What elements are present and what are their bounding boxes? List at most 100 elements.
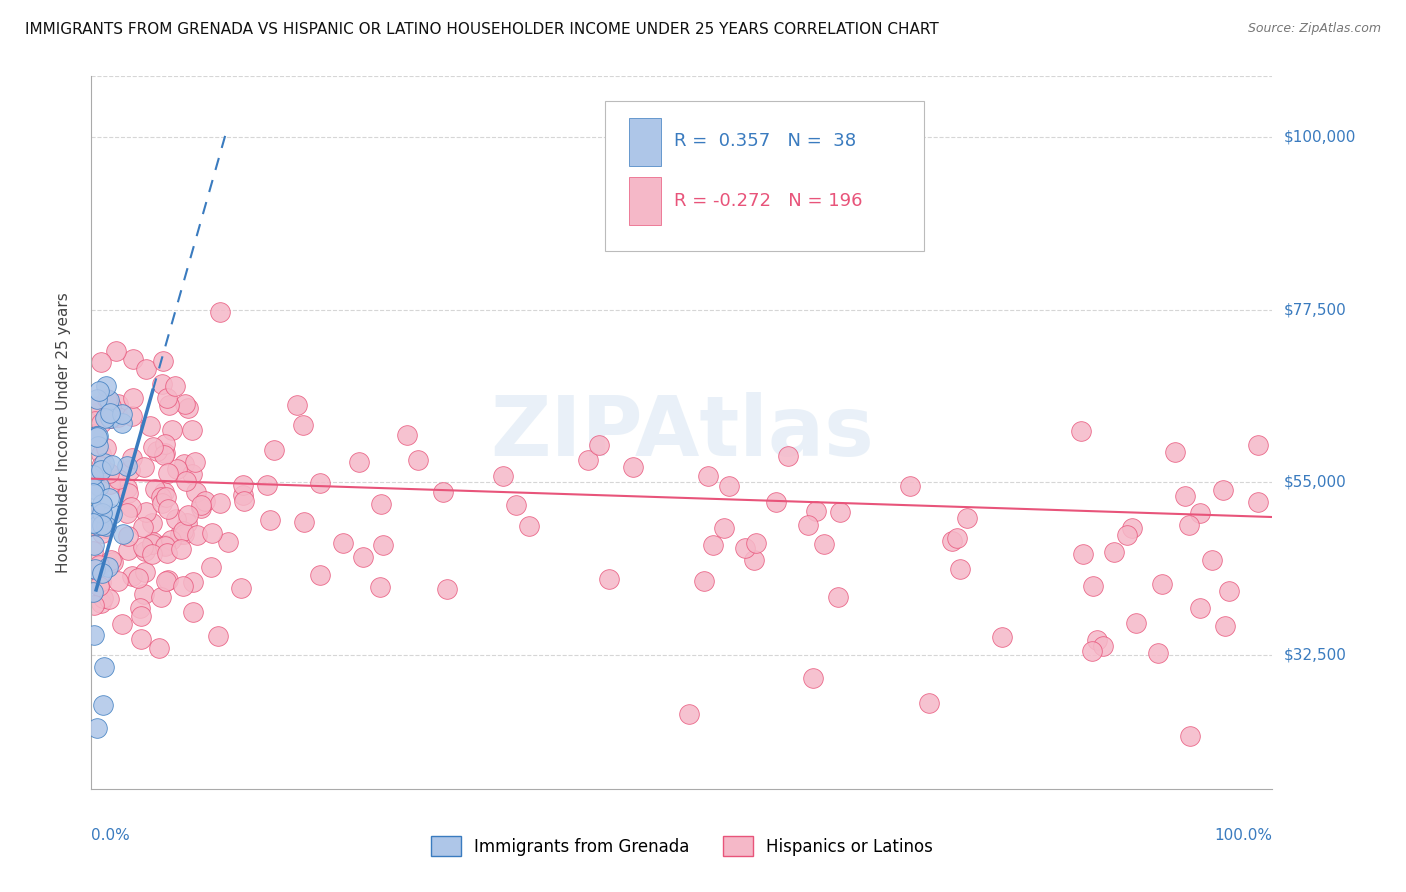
Text: 100.0%: 100.0% [1215,829,1272,843]
Point [152,353,174,368]
Point [949,562,972,576]
Point [160,533,183,547]
Point [745,536,768,550]
Point [120,500,142,514]
Point [395,428,418,442]
Point [112,527,135,541]
Point [1215,619,1237,633]
Point [1164,445,1187,459]
Point [292,516,315,530]
Point [89,399,111,413]
Point [941,534,963,549]
Point [100,399,122,413]
Point [87,558,110,572]
Point [155,490,177,504]
Point [309,568,332,582]
Point [371,538,394,552]
Point [93,456,115,470]
Point [169,527,191,541]
Point [89,558,111,573]
Text: R =  0.357   N =  38: R = 0.357 N = 38 [673,133,856,151]
Point [598,572,620,586]
Point [84,406,107,420]
Point [1092,639,1115,653]
Point [184,485,207,500]
Point [107,396,129,410]
Point [1070,425,1092,439]
Point [176,516,198,531]
Point [232,478,254,492]
Point [91,698,114,712]
Point [98,591,121,606]
Point [173,527,195,541]
Point [172,579,194,593]
Point [121,569,143,583]
Point [87,479,110,493]
Point [170,542,193,557]
Point [127,571,149,585]
Point [143,482,166,496]
Point [148,641,170,656]
Point [742,552,765,566]
Point [208,496,231,510]
Point [91,591,114,605]
Point [100,411,122,425]
Point [105,344,128,359]
Point [1189,506,1212,520]
Point [141,548,163,562]
Point [308,476,330,491]
Point [122,351,145,366]
Point [621,460,644,475]
Point [91,506,114,520]
Point [82,485,104,500]
Point [97,559,120,574]
Point [1125,615,1147,630]
Point [91,566,114,580]
Point [107,574,129,588]
Point [692,574,714,589]
Point [231,581,253,595]
Point [801,671,824,685]
Point [89,384,111,398]
Point [150,377,173,392]
Text: R = -0.272   N = 196: R = -0.272 N = 196 [673,192,862,210]
Point [291,417,314,432]
Point [142,440,165,454]
Point [1218,584,1240,599]
Point [263,442,285,457]
Point [157,398,180,412]
Point [165,378,187,392]
Point [157,573,180,587]
Point [111,416,134,430]
Point [945,531,967,545]
Text: $100,000: $100,000 [1284,129,1355,145]
Point [121,409,143,423]
Point [129,632,152,646]
Point [90,459,112,474]
Point [101,458,124,472]
Text: ZIPAtlas: ZIPAtlas [489,392,875,473]
Point [90,526,112,541]
Point [129,601,152,615]
Point [1102,545,1125,559]
Point [107,410,129,425]
Point [87,579,110,593]
Point [156,392,179,406]
Point [83,562,105,576]
Point [172,524,194,539]
Point [86,505,108,519]
Text: $32,500: $32,500 [1284,648,1347,663]
Point [82,427,104,442]
Point [576,452,599,467]
Point [93,660,115,674]
Point [83,599,105,613]
Point [190,499,212,513]
Point [804,503,827,517]
Point [153,485,176,500]
Point [1201,552,1223,566]
Point [200,560,222,574]
Point [830,505,852,519]
Point [259,513,281,527]
Point [84,429,107,443]
Point [207,629,229,643]
